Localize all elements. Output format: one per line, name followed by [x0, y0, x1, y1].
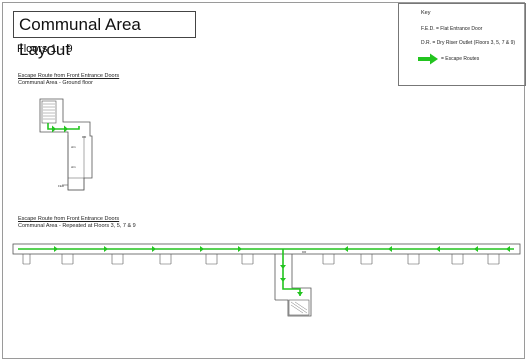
ground-caption-title: Escape Route from Front Entrance Doors [18, 73, 120, 79]
ground-floor-caption: Escape Route from Front Entrance Doors C… [18, 73, 119, 86]
drawing-sheet [2, 2, 525, 359]
legend-title: Key [421, 10, 431, 16]
upper-floor-plan [12, 243, 521, 317]
legend-escape: = Escape Routes [441, 56, 480, 62]
ground-label-fed: FED [58, 184, 65, 188]
ground-caption-sub: Communal Area - Ground floor [18, 79, 93, 86]
escape-route-arrow-icon [418, 53, 438, 65]
page-subtitle: Floors 1 - 9 [17, 43, 73, 55]
ground-label-riser: DR [82, 135, 87, 139]
ground-label-1: sh1 [71, 145, 76, 149]
upper-caption-sub: Communal Area - Repeated at Floors 3, 5,… [18, 222, 136, 229]
legend-dr: D.R. = Dry Riser Outlet (Floors 3, 5, 7 … [421, 40, 516, 46]
ground-floor-plan [39, 98, 93, 191]
upper-floor-caption: Escape Route from Front Entrance Doors C… [18, 216, 136, 229]
legend-key: Key F.E.D. = Flat Entrance Door D.R. = D… [398, 3, 526, 86]
legend-fed: F.E.D. = Flat Entrance Door [421, 26, 483, 32]
upper-label-dr: DR [302, 250, 307, 254]
ground-escape-route [47, 123, 80, 130]
ground-route-arrows [52, 125, 68, 133]
upper-caption-title: Escape Route from Front Entrance Doors [18, 216, 120, 222]
upper-escape-route [18, 246, 514, 296]
ground-label-2: sh1 [71, 165, 76, 169]
page-title: Communal Area Layout [13, 11, 196, 59]
